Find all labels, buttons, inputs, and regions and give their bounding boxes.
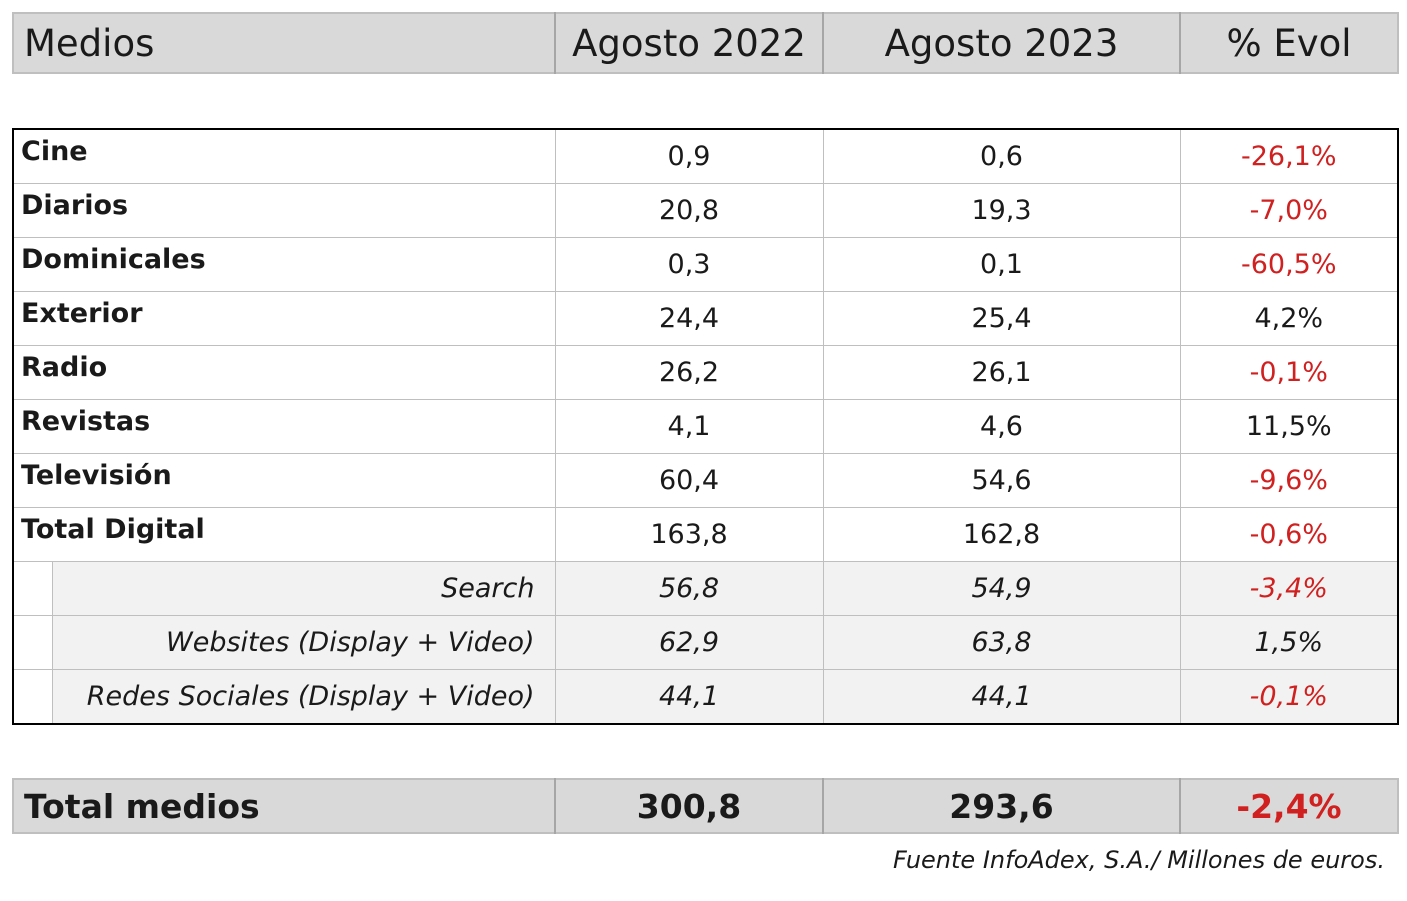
table-row: Diarios 20,8 19,3 -7,0% bbox=[13, 183, 1398, 238]
header-medios: Medios bbox=[24, 21, 155, 65]
row-label: Diarios bbox=[13, 183, 555, 238]
row-value-2023: 54,6 bbox=[822, 453, 1180, 508]
table-subrow: Websites (Display + Video) 62,9 63,8 1,5% bbox=[13, 615, 1398, 670]
row-evol: -0,1% bbox=[1179, 345, 1398, 400]
row-value-2022: 20,8 bbox=[554, 183, 823, 238]
table-row: Cine 0,9 0,6 -26,1% bbox=[13, 129, 1398, 184]
total-2022: 300,8 bbox=[554, 779, 823, 833]
total-evol: -2,4% bbox=[1179, 779, 1398, 833]
row-value-2022: 0,9 bbox=[554, 129, 823, 184]
row-value-2022: 56,8 bbox=[554, 561, 823, 616]
table-row: Total Digital 163,8 162,8 -0,6% bbox=[13, 507, 1398, 562]
row-value-2022: 0,3 bbox=[554, 237, 823, 292]
row-value-2023: 44,1 bbox=[822, 669, 1180, 724]
header-row: Medios Agosto 2022 Agosto 2023 % Evol bbox=[12, 12, 1399, 74]
row-label: Total Digital bbox=[13, 507, 555, 562]
header-agosto-2023: Agosto 2023 bbox=[822, 13, 1180, 73]
row-value-2023: 26,1 bbox=[822, 345, 1180, 400]
row-value-2022: 60,4 bbox=[554, 453, 823, 508]
table-subrow: Search 56,8 54,9 -3,4% bbox=[13, 561, 1398, 616]
table-row: Radio 26,2 26,1 -0,1% bbox=[13, 345, 1398, 400]
row-label: Televisión bbox=[13, 453, 555, 508]
row-value-2023: 0,6 bbox=[822, 129, 1180, 184]
table-row: Dominicales 0,3 0,1 -60,5% bbox=[13, 237, 1398, 292]
row-evol: 1,5% bbox=[1179, 615, 1398, 670]
row-evol: -0,6% bbox=[1179, 507, 1398, 562]
row-value-2023: 19,3 bbox=[822, 183, 1180, 238]
row-value-2022: 24,4 bbox=[554, 291, 823, 346]
row-label: Radio bbox=[13, 345, 555, 400]
row-value-2023: 25,4 bbox=[822, 291, 1180, 346]
row-value-2022: 26,2 bbox=[554, 345, 823, 400]
total-2023: 293,6 bbox=[822, 779, 1180, 833]
table-subrow: Redes Sociales (Display + Video) 44,1 44,1… bbox=[13, 669, 1398, 724]
row-value-2022: 44,1 bbox=[554, 669, 823, 724]
row-value-2023: 0,1 bbox=[822, 237, 1180, 292]
row-value-2022: 163,8 bbox=[554, 507, 823, 562]
header-evol: % Evol bbox=[1179, 13, 1398, 73]
source-note: Fuente InfoAdex, S.A./ Millones de euros… bbox=[893, 846, 1385, 874]
row-label: Exterior bbox=[13, 291, 555, 346]
row-evol: -9,6% bbox=[1179, 453, 1398, 508]
row-evol: 4,2% bbox=[1179, 291, 1398, 346]
row-evol: -26,1% bbox=[1179, 129, 1398, 184]
row-label: Revistas bbox=[13, 399, 555, 454]
row-evol: -7,0% bbox=[1179, 183, 1398, 238]
row-evol: -0,1% bbox=[1179, 669, 1398, 724]
row-label: Redes Sociales (Display + Video) bbox=[13, 669, 555, 724]
row-value-2023: 162,8 bbox=[822, 507, 1180, 562]
row-value-2023: 4,6 bbox=[822, 399, 1180, 454]
row-label: Websites (Display + Video) bbox=[13, 615, 555, 670]
subrow-label-text: Redes Sociales (Display + Video) bbox=[52, 670, 555, 723]
row-value-2023: 54,9 bbox=[822, 561, 1180, 616]
table-row: Exterior 24,4 25,4 4,2% bbox=[13, 291, 1398, 346]
media-table: Cine 0,9 0,6 -26,1% Diarios 20,8 19,3 -7,0% Domi… bbox=[12, 128, 1399, 725]
total-label: Total medios bbox=[24, 786, 260, 826]
table-row: Revistas 4,1 4,6 11,5% bbox=[13, 399, 1398, 454]
row-value-2022: 62,9 bbox=[554, 615, 823, 670]
row-evol: -60,5% bbox=[1179, 237, 1398, 292]
row-evol: -3,4% bbox=[1179, 561, 1398, 616]
row-label: Cine bbox=[13, 129, 555, 184]
subrow-label-text: Search bbox=[52, 562, 555, 615]
row-label: Dominicales bbox=[13, 237, 555, 292]
table-row: Televisión 60,4 54,6 -9,6% bbox=[13, 453, 1398, 508]
row-label: Search bbox=[13, 561, 555, 616]
row-evol: 11,5% bbox=[1179, 399, 1398, 454]
subrow-label-text: Websites (Display + Video) bbox=[52, 616, 555, 669]
total-row: Total medios 300,8 293,6 -2,4% bbox=[12, 778, 1399, 834]
header-agosto-2022: Agosto 2022 bbox=[554, 13, 823, 73]
row-value-2023: 63,8 bbox=[822, 615, 1180, 670]
row-value-2022: 4,1 bbox=[554, 399, 823, 454]
